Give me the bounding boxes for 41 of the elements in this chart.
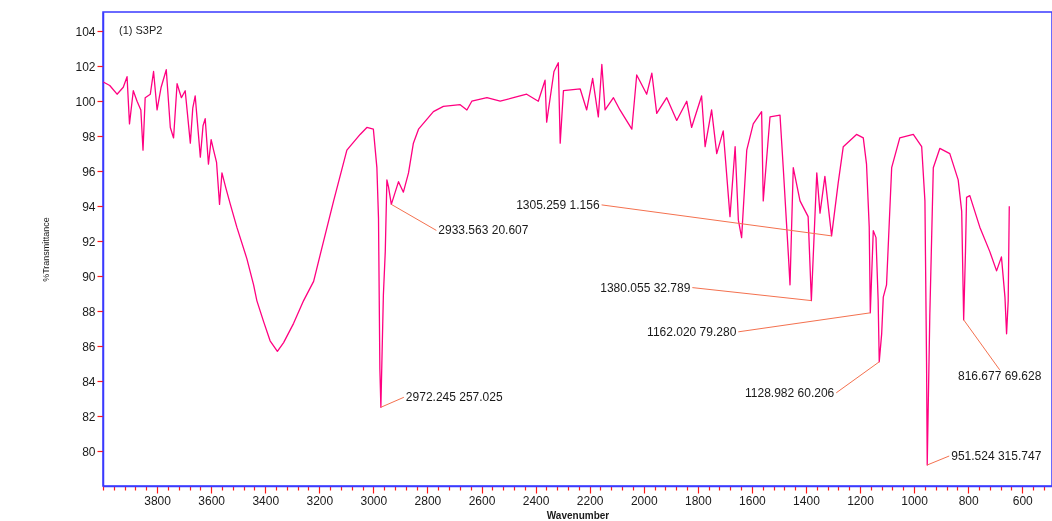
x-tick-label: 1000 [901,493,929,508]
x-tick-label: 3800 [144,493,172,508]
x-tick-label: 2400 [522,493,550,508]
x-tick-label: 1600 [739,493,767,508]
annotation: 951.524 315.747 [951,449,1042,464]
y-tick-label: 100 [75,94,96,109]
annotation: 1305.259 1.156 [516,197,600,212]
y-tick-label: 94 [82,199,96,214]
y-tick-label: 96 [82,164,96,179]
y-tick-label: 84 [82,374,96,389]
y-tick-label: 88 [82,304,96,319]
y-tick-label: 102 [75,59,96,74]
y-tick-label: 104 [75,24,96,39]
x-tick-label: 3600 [198,493,226,508]
x-tick-label: 1400 [793,493,821,508]
y-tick-label: 98 [82,129,96,144]
x-tick-label: 2200 [576,493,604,508]
x-tick-label: 800 [958,493,980,508]
x-tick-label: 2800 [414,493,442,508]
x-tick-label: 600 [1012,493,1034,508]
x-tick-label: 1800 [684,493,712,508]
annotation: 2933.563 20.607 [438,223,529,238]
y-tick-label: 92 [82,234,96,249]
x-tick-label: 3000 [360,493,388,508]
annotation: 1162.020 79.280 [647,324,737,339]
x-tick-label: 2600 [468,493,496,508]
annotation: 1128.982 60.206 [745,385,835,400]
y-tick-label: 82 [82,409,96,424]
x-tick-label: 3200 [306,493,334,508]
y-tick-label: 90 [82,269,96,284]
annotation: 816.677 69.628 [957,368,1042,383]
y-tick-label: 80 [82,444,96,459]
annotation: 1380.055 32.789 [600,280,691,295]
y-axis-title: %Transmittance [40,217,51,282]
x-tick-label: 3400 [252,493,280,508]
x-tick-label: 2000 [630,493,658,508]
text: (1) S3P2 [119,24,163,36]
y-tick-label: 86 [82,339,96,354]
annotation: 2972.245 257.025 [405,390,503,405]
x-axis-title: Wavenumber [546,509,610,521]
x-tick-label: 1200 [847,493,875,508]
